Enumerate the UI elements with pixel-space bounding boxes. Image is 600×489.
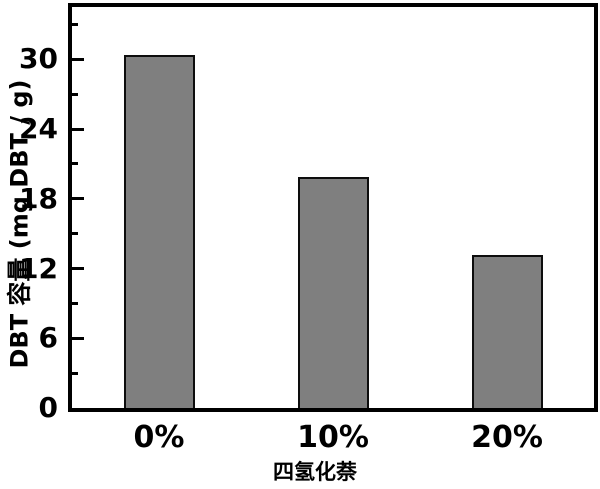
bar-20% bbox=[471, 254, 543, 408]
y-minor-tick bbox=[72, 22, 78, 26]
y-minor-tick bbox=[72, 92, 78, 96]
y-minor-tick bbox=[72, 232, 78, 236]
y-tick-label: 0 bbox=[38, 391, 58, 424]
y-minor-tick bbox=[72, 301, 78, 305]
plot-area bbox=[72, 7, 594, 408]
plot-frame bbox=[68, 3, 598, 412]
y-tick-label: 18 bbox=[19, 181, 58, 215]
bar-0% bbox=[123, 54, 195, 408]
y-major-tick bbox=[72, 197, 84, 201]
x-category-label: 20% bbox=[471, 420, 543, 455]
x-axis-title: 四氢化萘 bbox=[273, 460, 357, 484]
y-tick-label: 30 bbox=[19, 42, 58, 76]
y-minor-tick bbox=[72, 162, 78, 166]
y-tick-label: 6 bbox=[38, 321, 58, 355]
x-category-label: 0% bbox=[133, 420, 185, 455]
x-category-label: 10% bbox=[297, 420, 369, 455]
y-tick-label: 12 bbox=[19, 251, 58, 285]
y-tick-label: 24 bbox=[19, 112, 58, 146]
y-major-tick bbox=[72, 267, 84, 271]
y-major-tick bbox=[72, 57, 84, 61]
y-major-tick bbox=[72, 127, 84, 131]
bar-10% bbox=[297, 176, 369, 408]
y-major-tick bbox=[72, 336, 84, 340]
y-minor-tick bbox=[72, 371, 78, 375]
